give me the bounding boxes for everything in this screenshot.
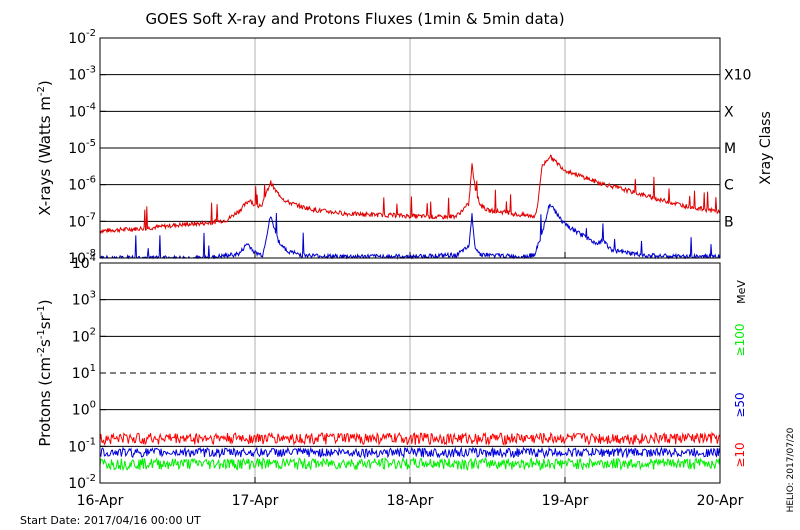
x-tick-label: 17-Apr [232, 493, 279, 509]
xray-y-tick-label: 10-3 [68, 65, 96, 84]
proton-y-tick-label: 10-1 [68, 436, 96, 455]
proton-energy-labels: ≥100 ≥50 ≥10 [733, 324, 747, 468]
proton-series-line [99, 431, 721, 446]
xray-y-tick-label: 10-2 [68, 28, 96, 47]
xray-class-label: X10 [724, 68, 751, 84]
xray-y-tick-label: 10-8 [68, 248, 96, 267]
proton-series-line [99, 456, 721, 472]
proton-y-ticks: 10-2 10-1 100 101 102 103 104 [68, 253, 106, 492]
chart-title: GOES Soft X-ray and Protons Fluxes (1min… [145, 10, 564, 28]
proton-series-group [99, 431, 721, 472]
x-tick-label: 20-Apr [697, 493, 744, 509]
proton-energy-label: ≥100 [733, 324, 747, 357]
start-date-label: Start Date: 2017/04/16 00:00 UT [20, 514, 201, 527]
proton-energy-label: ≥50 [733, 392, 747, 417]
proton-y-tick-label: 104 [72, 253, 96, 272]
proton-mev-label: MeV [735, 280, 748, 304]
xray-y-tick-label: 10-4 [68, 101, 96, 120]
xray-class-label: X [724, 104, 734, 120]
x-tick-label: 19-Apr [542, 493, 589, 509]
proton-y-axis-label: Protons (cm-2s-1sr-1) [36, 299, 54, 446]
helio-credit-label: HELIO: 2017/07/20 [786, 427, 796, 512]
proton-y-tick-label: 100 [72, 400, 96, 419]
xray-gridlines [100, 38, 720, 258]
xray-y-tick-label: 10-5 [68, 138, 96, 157]
proton-y-tick-label: 10-2 [68, 473, 96, 492]
xray-y-ticks: 10-8 10-7 10-6 10-5 10-4 10-3 10-2 [68, 28, 106, 267]
xray-y-tick-label: 10-7 [68, 211, 96, 230]
proton-gridlines [100, 263, 720, 483]
x-tick-label: 16-Apr [77, 493, 124, 509]
xray-y-tick-label: 10-6 [68, 175, 96, 194]
xray-class-labels: X10 X M C B [724, 68, 751, 231]
xray-class-label: B [724, 214, 734, 230]
protons-panel: 10-2 10-1 100 101 102 103 104 ≥100 ≥50 ≥10 MeV P… [36, 253, 748, 492]
proton-y-tick-label: 101 [72, 363, 96, 382]
x-axis-ticks: 16-Apr 17-Apr 18-Apr 19-Apr 20-Apr [77, 252, 744, 509]
proton-y-tick-label: 103 [72, 290, 96, 309]
x-tick-label: 18-Apr [387, 493, 434, 509]
xray-y-axis-label: X-rays (Watts m-2) [36, 80, 54, 215]
proton-y-tick-label: 102 [72, 326, 96, 345]
xray-panel: 10-8 10-7 10-6 10-5 10-4 10-3 10-2 X10 X M C B Xra… [36, 28, 774, 267]
proton-series-line [99, 446, 721, 460]
xray-class-label: C [724, 178, 734, 194]
proton-energy-label: ≥10 [733, 442, 747, 467]
xray-class-axis-title: Xray Class [758, 111, 774, 185]
xray-class-label: M [724, 141, 736, 157]
xray-long-series-line [99, 154, 721, 235]
